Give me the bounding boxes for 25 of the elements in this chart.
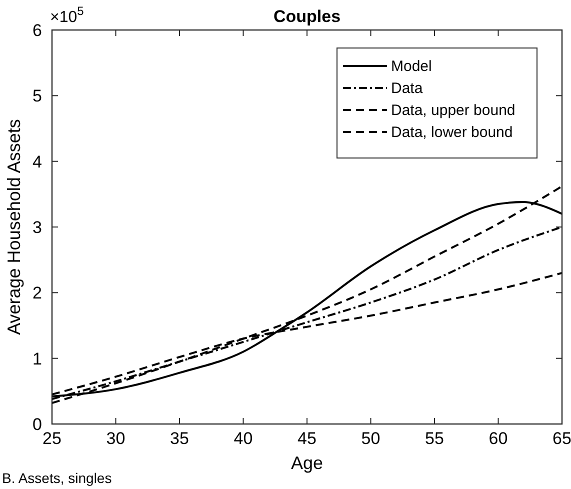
y-tick-label: 5 [32, 86, 42, 106]
y-tick-label: 3 [32, 218, 42, 237]
y-tick-label: 6 [32, 21, 42, 40]
text: B. Assets, singles [2, 470, 112, 486]
text: ×10$^{5}$ [50, 4, 84, 26]
legend-label: Data [391, 80, 424, 97]
y-tick-label: 4 [32, 152, 42, 172]
x-tick-label: 60 [488, 429, 508, 448]
x-axis-title: Age [290, 453, 324, 473]
x-tick-label: 25 [42, 429, 62, 448]
y-tick-label: 1 [32, 349, 42, 368]
x-tick-label: 45 [298, 429, 316, 448]
legend-label: Data, upper bound [391, 102, 516, 119]
legend-label: Model [391, 58, 432, 75]
chart-title: Couples [273, 7, 341, 26]
x-tick-label: 40 [234, 429, 253, 448]
y-tick-label: 2 [32, 284, 42, 303]
x-tick-label: 65 [552, 429, 571, 448]
y-tick-label: 0 [32, 415, 42, 434]
x-tick-label: 50 [361, 429, 380, 448]
x-tick-label: 35 [170, 429, 189, 448]
legend-label: Data, lower bound [391, 124, 513, 141]
x-tick-label: 55 [425, 429, 444, 448]
y-axis-title: Average Household Assets [4, 119, 24, 335]
x-tick-label: 30 [106, 429, 126, 448]
